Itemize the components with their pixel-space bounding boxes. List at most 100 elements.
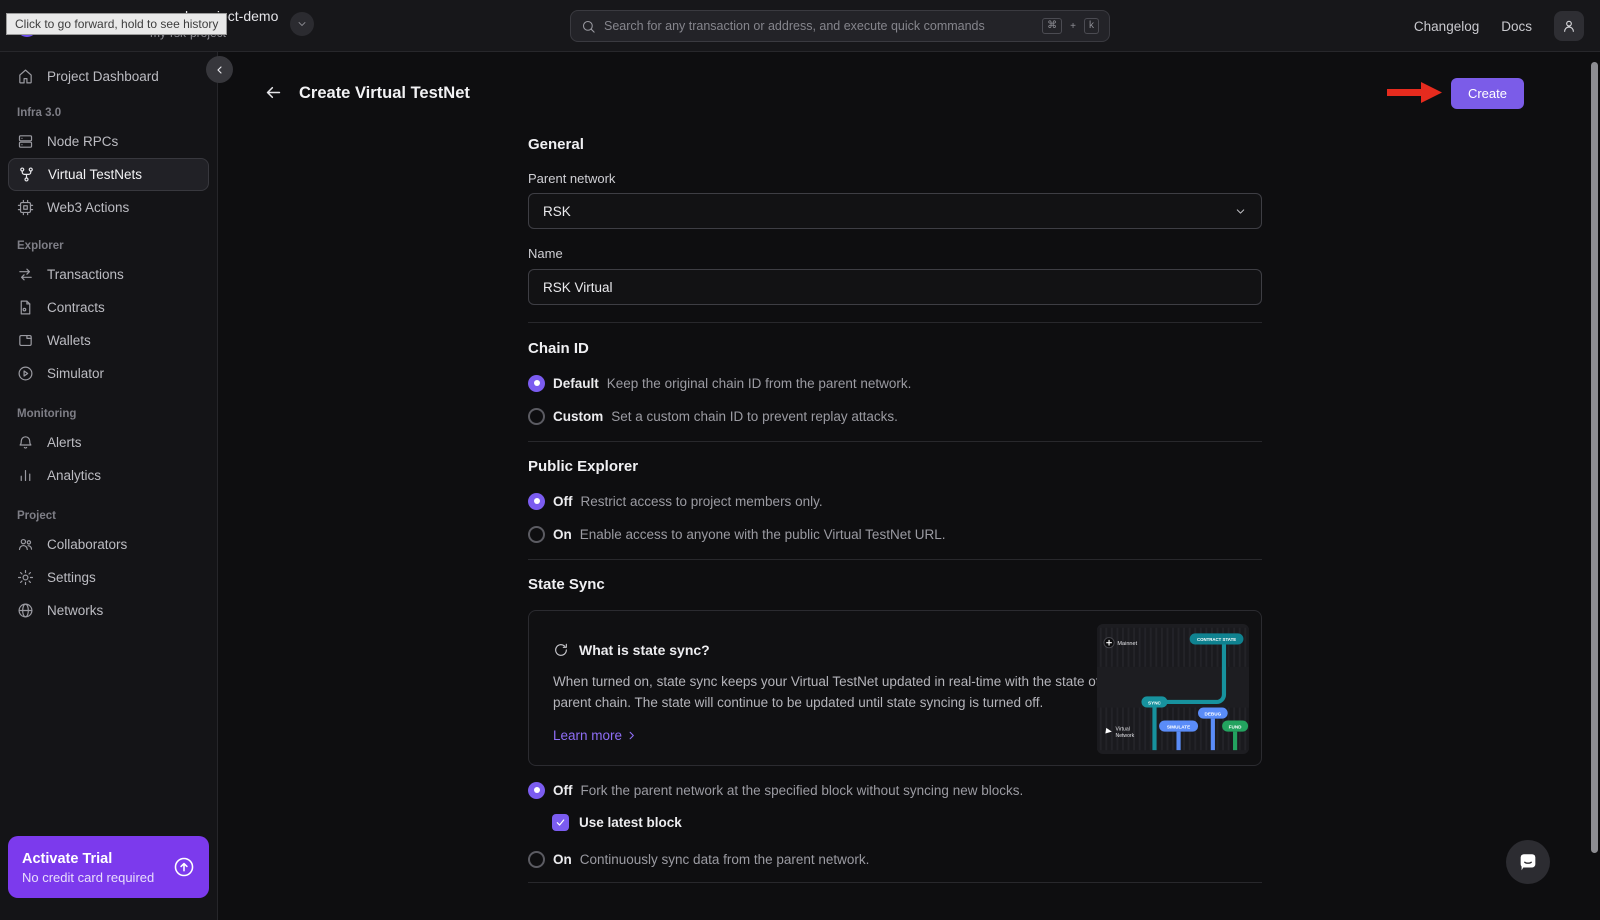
bar-chart-icon [20,469,31,482]
person-icon [1564,20,1574,32]
option-desc: Keep the original chain ID from the pare… [606,375,912,391]
checkbox-checked[interactable] [552,813,569,831]
learn-more-link[interactable]: Learn more [553,728,637,743]
state-sync-option-on[interactable]: On Continuously sync data from the paren… [528,850,1262,868]
refresh-icon [555,643,567,656]
illus-simulate-badge: SIMULATE [1167,724,1190,729]
option-label: Custom [553,408,604,424]
create-button[interactable]: Create [1450,78,1524,109]
account-button[interactable] [1554,11,1584,41]
arrow-left-icon [266,86,281,99]
name-label: Name [528,246,563,261]
sidebar-item-web3-actions[interactable]: Web3 Actions [0,191,217,224]
sidebar-item-label: Web3 Actions [47,200,130,215]
k-keycap: k [1084,18,1099,34]
divider [528,882,1262,883]
top-bar: my-rsk-project-demo my-rsk-project ⌘ + k… [0,0,1600,52]
chain-id-option-custom[interactable]: Custom Set a custom chain ID to prevent … [528,407,1262,425]
chain-id-option-default[interactable]: Default Keep the original chain ID from … [528,374,1262,392]
sidebar-collapse-button[interactable] [206,56,233,83]
option-desc: Enable access to anyone with the public … [579,526,946,542]
sidebar-section-monitoring: Monitoring [17,408,77,420]
sidebar-item-wallets[interactable]: Wallets [0,324,217,357]
search-input[interactable] [604,19,1035,33]
state-sync-option-off[interactable]: Off Fork the parent network at the speci… [528,781,1262,799]
project-chevron-button[interactable] [290,11,315,36]
changelog-link[interactable]: Changelog [1413,18,1480,34]
divider [528,559,1262,560]
sidebar-item-analytics[interactable]: Analytics [0,459,217,492]
sidebar-item-label: Collaborators [47,537,128,552]
parent-network-select[interactable]: RSK [528,193,1262,229]
sidebar-item-label: Node RPCs [47,134,119,149]
option-desc: Set a custom chain ID to prevent replay … [611,408,898,424]
sidebar-item-simulator[interactable]: Simulator [0,357,217,390]
sidebar-item-settings[interactable]: Settings [0,561,217,594]
illus-contract-state-badge: CONTRACT STATE [1197,637,1236,642]
option-label: On [553,851,572,867]
docs-link[interactable]: Docs [1501,18,1532,34]
trial-title: Activate Trial [22,850,113,867]
sync-card-body: When turned on, state sync keeps your Vi… [553,674,1123,710]
illus-sync-badge: SYNC [1148,700,1162,705]
chat-widget-button[interactable] [1506,840,1550,884]
option-desc: Restrict access to project members only. [580,493,823,509]
illus-fund-badge: FUND [1229,724,1243,729]
check-icon [556,818,565,826]
search-icon [582,20,595,33]
create-testnet-form: General Parent network RSK Name Chain ID… [528,52,1262,883]
contract-file-icon [20,300,31,315]
chain-id-heading: Chain ID [528,340,589,357]
public-explorer-option-off[interactable]: Off Restrict access to project members o… [528,492,1262,510]
sidebar-item-contracts[interactable]: Contracts [0,291,217,324]
sidebar-item-virtual-testnets[interactable]: Virtual TestNets [8,158,209,191]
option-label: On [553,526,572,542]
divider [528,441,1262,442]
sidebar-item-node-rpcs[interactable]: Node RPCs [0,125,217,158]
chat-bubble-icon [1520,854,1536,871]
radio-selected[interactable] [528,492,545,510]
name-input[interactable] [528,269,1262,305]
sidebar-item-label: Project Dashboard [47,69,159,84]
option-label: Off [553,493,573,509]
shortcut-plus: + [1070,20,1076,32]
swap-arrows-icon [19,268,32,281]
sidebar-item-alerts[interactable]: Alerts [0,426,217,459]
globe-icon [18,603,33,618]
main-content: Create Virtual TestNet Create General Pa… [218,52,1600,920]
divider [528,322,1262,323]
learn-more-label: Learn more [553,727,623,743]
sidebar-item-collaborators[interactable]: Collaborators [0,528,217,561]
sidebar-item-label: Transactions [47,267,124,282]
sidebar-item-project-dashboard[interactable]: Project Dashboard [0,60,217,93]
sidebar-item-networks[interactable]: Networks [0,594,217,627]
sidebar: Project Dashboard Infra 3.0 Node RPCs Vi… [0,52,218,920]
checkbox-label: Use latest block [579,814,682,830]
radio-unselected[interactable] [528,407,545,425]
chevron-down-icon [1236,208,1245,214]
parent-network-value: RSK [543,203,571,219]
sync-card-title: What is state sync? [579,642,710,658]
chevron-right-icon [629,731,634,740]
sidebar-section-project: Project [17,510,56,522]
sidebar-item-transactions[interactable]: Transactions [0,258,217,291]
page-scrollbar[interactable] [1591,62,1598,853]
public-explorer-option-on[interactable]: On Enable access to anyone with the publ… [528,525,1262,543]
global-search[interactable]: ⌘ + k [570,10,1110,42]
use-latest-block-option[interactable]: Use latest block [552,811,1262,833]
play-circle-icon [18,366,33,381]
fork-icon [20,167,33,182]
radio-unselected[interactable] [528,850,545,868]
gear-icon [17,569,34,586]
radio-selected[interactable] [528,781,545,799]
illus-virtual-label-2: Network [1116,733,1135,739]
cpu-icon [17,199,34,216]
radio-unselected[interactable] [528,525,545,543]
radio-selected[interactable] [528,374,545,392]
option-desc: Continuously sync data from the parent n… [579,851,870,867]
back-button[interactable] [264,83,283,102]
activate-trial-banner[interactable]: Activate Trial No credit card required [8,836,209,898]
bell-icon [19,436,32,449]
chevron-down-icon [298,21,306,26]
browser-tooltip: Click to go forward, hold to see history [6,13,228,35]
